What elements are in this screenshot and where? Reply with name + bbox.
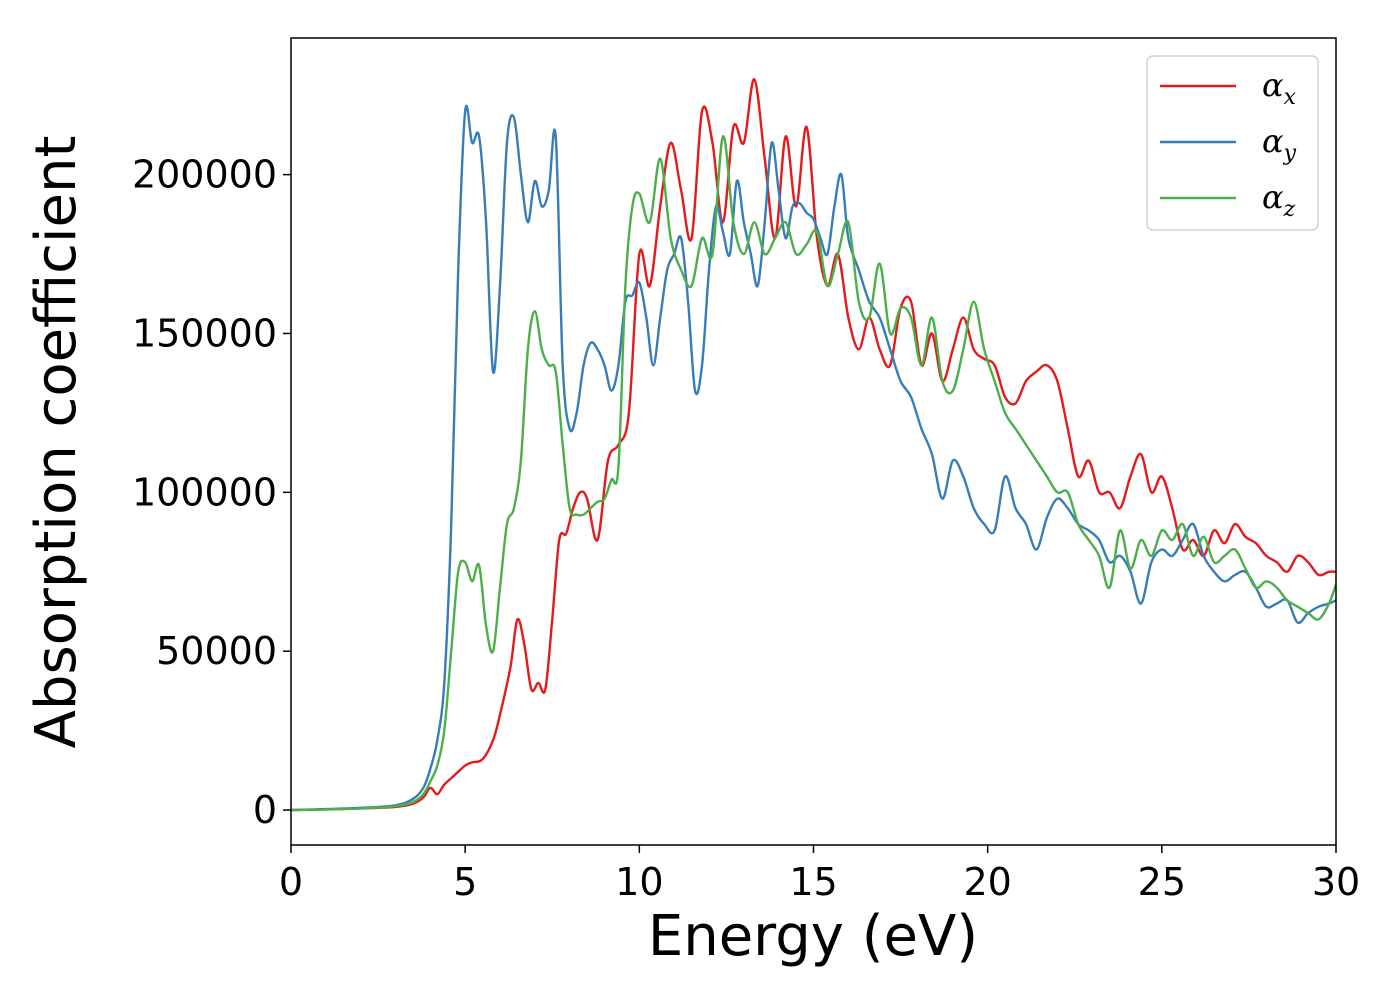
series-layer xyxy=(291,78,1336,812)
legend-label-alpha-x: αx xyxy=(1262,66,1297,110)
y-tick-label: 50000 xyxy=(156,629,277,673)
x-tick-label: 30 xyxy=(1312,860,1360,904)
series-line-alpha-z xyxy=(291,135,1336,812)
x-axis: 0 5 10 15 20 25 30 xyxy=(279,845,1360,904)
plot-area xyxy=(291,78,1336,812)
y-tick-label: 150000 xyxy=(132,311,277,355)
x-tick-label: 15 xyxy=(789,860,837,904)
y-axis: 0 50000 100000 150000 200000 xyxy=(132,153,291,832)
y-axis-title: Absorption coefficient xyxy=(24,136,89,749)
series-line-alpha-x xyxy=(291,78,1336,812)
x-tick-label: 20 xyxy=(963,860,1011,904)
legend-label-alpha-y: αy xyxy=(1262,122,1297,166)
x-axis-title: Energy (eV) xyxy=(648,904,978,969)
x-tick-label: 25 xyxy=(1138,860,1186,904)
legend-label-alpha-z: αz xyxy=(1262,178,1296,222)
x-tick-label: 5 xyxy=(453,860,477,904)
y-tick-label: 0 xyxy=(253,788,277,832)
y-tick-label: 100000 xyxy=(132,470,277,514)
x-tick-label: 10 xyxy=(615,860,663,904)
legend: αx αy αz xyxy=(1146,55,1319,231)
x-tick-label: 0 xyxy=(279,860,303,904)
y-tick-label: 200000 xyxy=(132,153,277,197)
series-line-alpha-y xyxy=(291,104,1336,812)
